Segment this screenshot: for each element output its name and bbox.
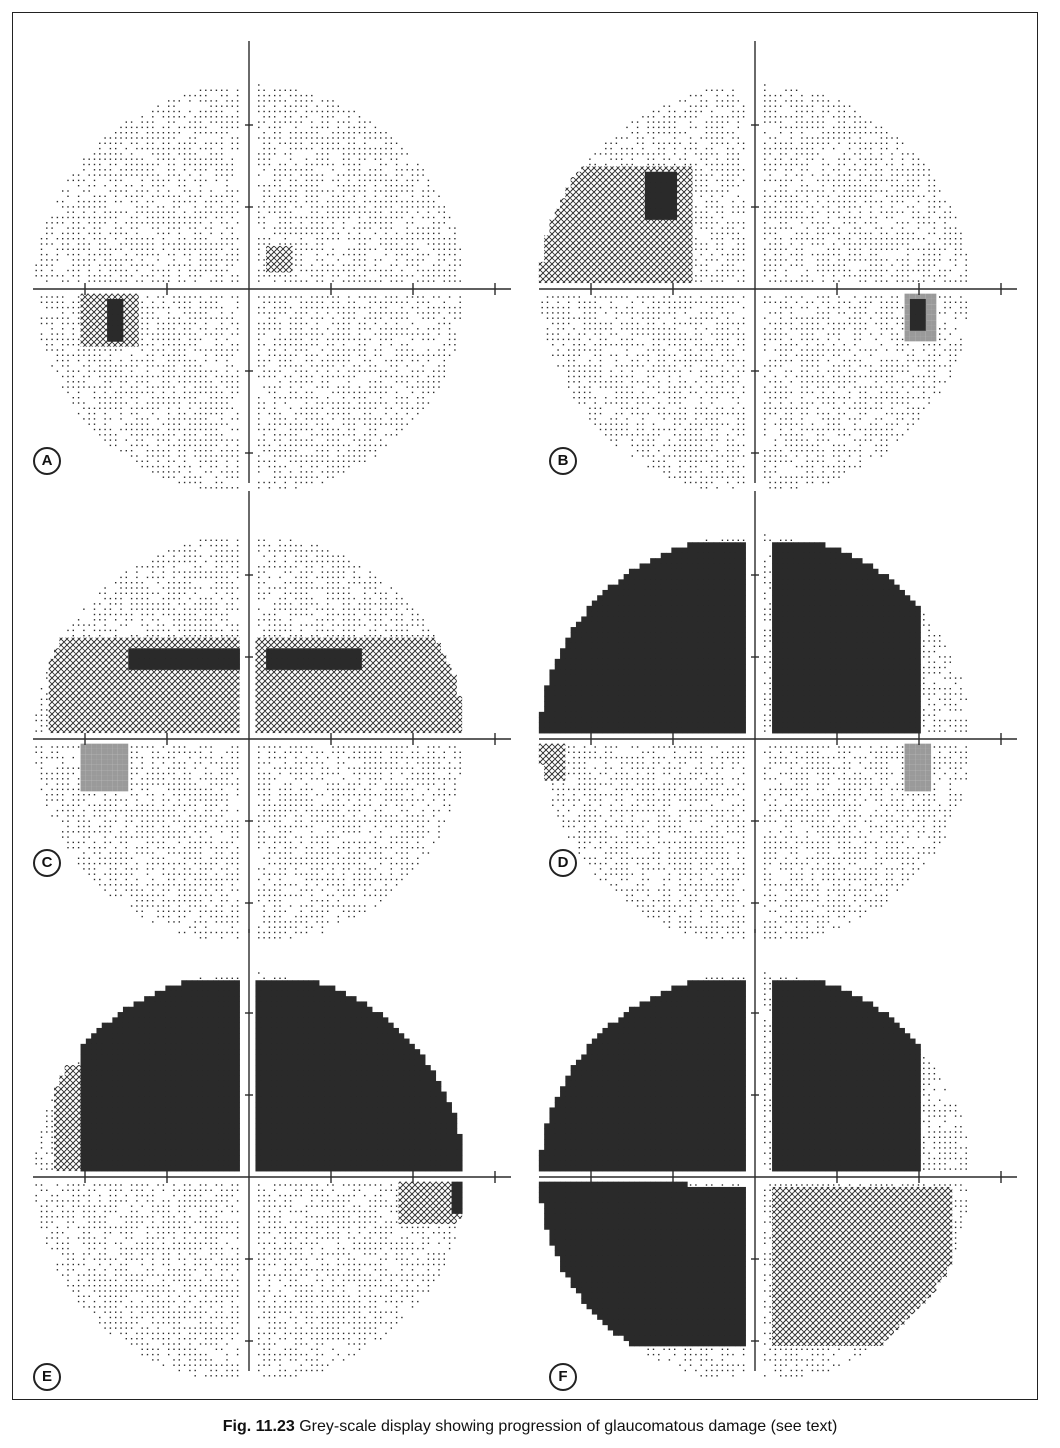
visual-field-plot-f: F <box>525 921 1037 1391</box>
panel-label-c: C <box>33 849 61 877</box>
visual-field-plot-d: D <box>525 483 1037 941</box>
panel-label-e: E <box>33 1363 61 1391</box>
panel-label-d: D <box>549 849 577 877</box>
visual-field-plot-a: A <box>19 33 531 491</box>
visual-field-grid <box>538 491 1017 939</box>
visual-field-grid <box>33 41 511 489</box>
visual-field-grid <box>538 41 1017 489</box>
visual-field-grid <box>538 929 1017 1377</box>
panel-label-a: A <box>33 447 61 475</box>
figure-number: Fig. 11.23 <box>223 1418 295 1435</box>
figure-caption: Fig. 11.23 Grey-scale display showing pr… <box>0 1418 1060 1436</box>
visual-field-grid <box>33 491 511 939</box>
panel-label-b: B <box>549 447 577 475</box>
visual-field-plot-b: B <box>525 33 1037 491</box>
visual-field-plot-c: C <box>19 483 531 941</box>
figure-caption-text: Grey-scale display showing progression o… <box>299 1418 837 1435</box>
figure-frame: A B C D E F <box>12 12 1038 1400</box>
panel-label-f: F <box>549 1363 577 1391</box>
visual-field-plot-e: E <box>19 921 531 1391</box>
visual-field-grid <box>33 929 511 1377</box>
